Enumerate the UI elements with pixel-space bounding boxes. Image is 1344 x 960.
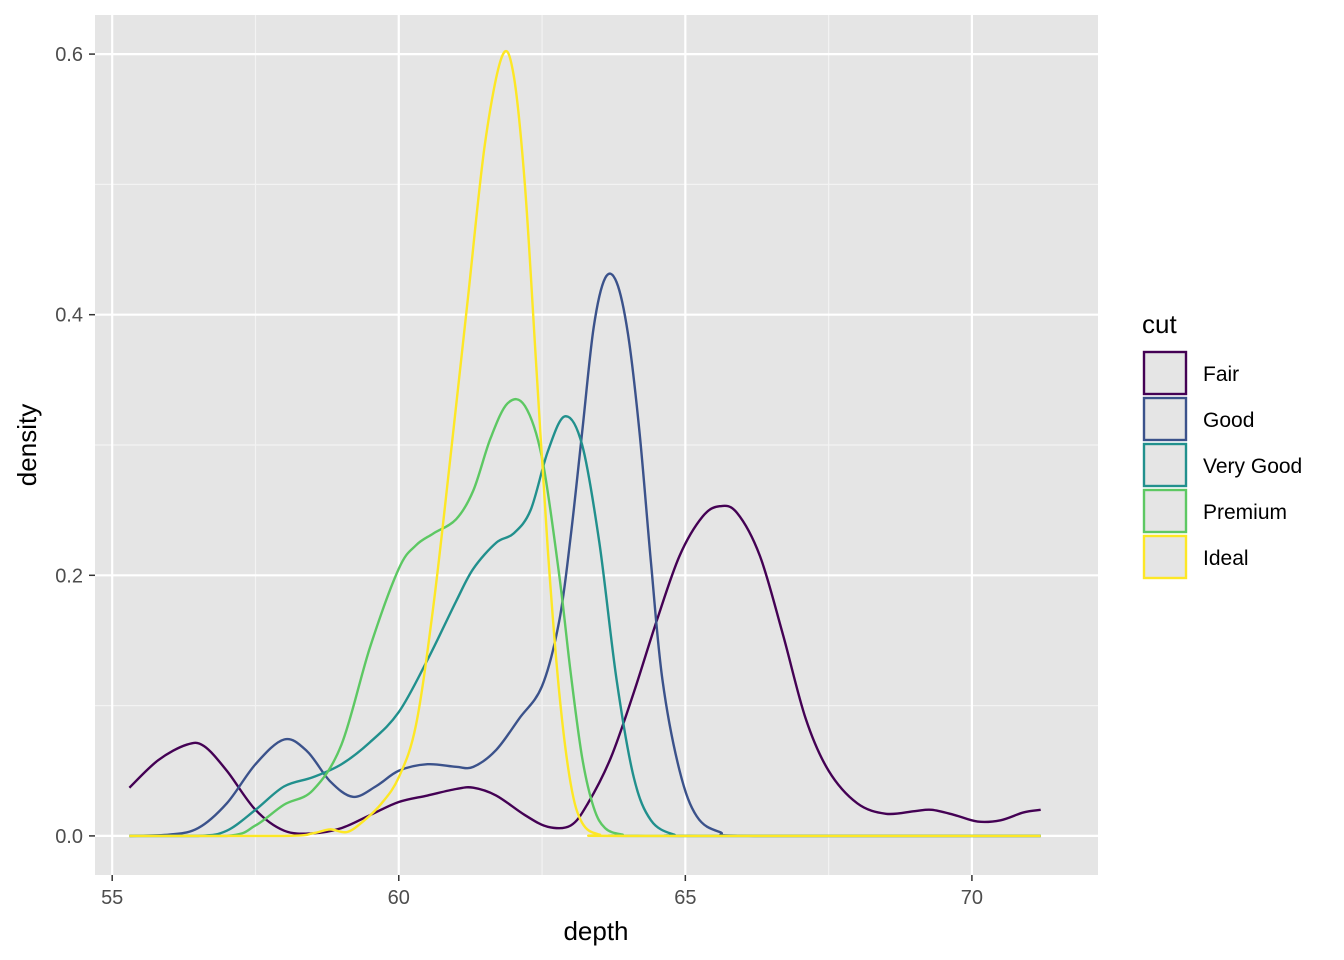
legend-key-fair [1142, 350, 1188, 396]
density-line-ideal [129, 49, 1041, 838]
legend-label-fair: Fair [1203, 363, 1239, 386]
x-tick-label: 55 [101, 887, 123, 909]
legend-title: cut [1142, 309, 1177, 339]
x-axis-ticks: 55 60 65 70 [101, 875, 983, 909]
legend-key-ideal [1142, 534, 1188, 580]
density-line-premium [129, 397, 1041, 838]
x-tick-label: 70 [961, 887, 983, 909]
x-axis-title: depth [563, 916, 628, 946]
y-tick-label: 0.2 [55, 565, 83, 587]
legend-key-very-good [1142, 442, 1188, 488]
density-lines [128, 49, 1041, 838]
y-tick-label: 0.6 [55, 44, 83, 66]
legend-key-premium [1142, 488, 1188, 534]
density-line-very-good [129, 415, 1041, 838]
y-axis-title: density [12, 404, 42, 486]
legend-key-good [1142, 396, 1188, 442]
legend: cut Fair Good Very Good Premium Ideal [1142, 309, 1302, 580]
legend-label-good: Good [1203, 409, 1254, 432]
y-axis-ticks: 0.0 0.2 0.4 0.6 [55, 44, 95, 848]
legend-label-very-good: Very Good [1203, 455, 1302, 478]
y-tick-label: 0.0 [55, 826, 83, 848]
density-line-fair [128, 504, 1041, 835]
x-tick-label: 65 [674, 887, 696, 909]
legend-label-premium: Premium [1203, 501, 1287, 524]
x-tick-label: 60 [388, 887, 410, 909]
legend-label-ideal: Ideal [1203, 547, 1249, 570]
density-line-good [129, 272, 1041, 838]
y-tick-label: 0.4 [55, 305, 83, 327]
